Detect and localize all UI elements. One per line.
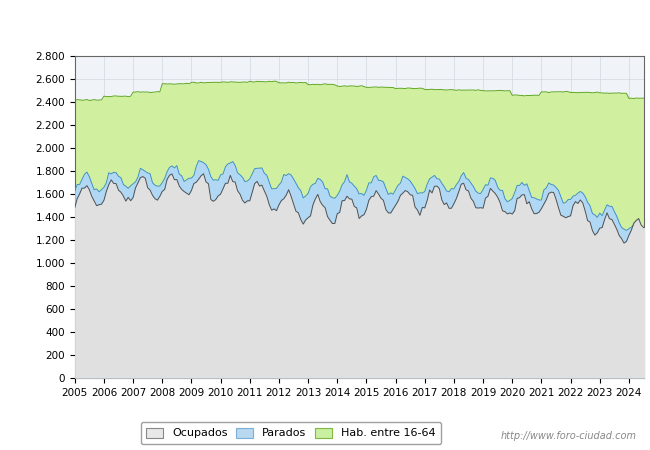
Legend: Ocupados, Parados, Hab. entre 16-64: Ocupados, Parados, Hab. entre 16-64: [141, 422, 441, 444]
Text: Gilena - Evolucion de la poblacion en edad de Trabajar Mayo de 2024: Gilena - Evolucion de la poblacion en ed…: [94, 17, 556, 30]
Text: http://www.foro-ciudad.com: http://www.foro-ciudad.com: [501, 431, 637, 441]
